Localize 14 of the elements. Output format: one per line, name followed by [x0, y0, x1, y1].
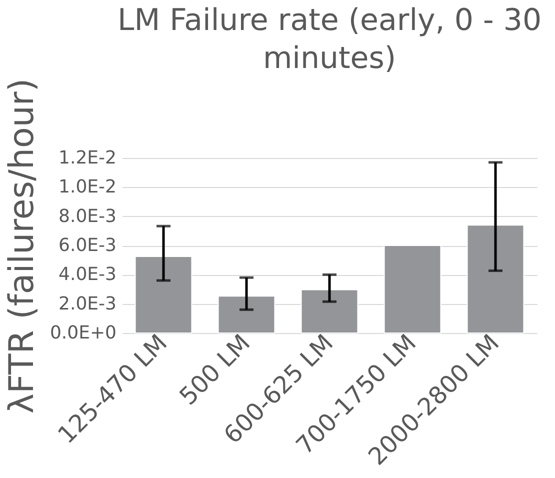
y-axis-title: λFTR (failures/hour): [2, 78, 42, 414]
y-tick-label: 2.0E-3: [58, 293, 116, 314]
bar: [466, 224, 524, 334]
y-tick-label: 8.0E-3: [58, 206, 116, 227]
bar: [300, 289, 358, 334]
chart-title: LM Failure rate (early, 0 - 30 minutes): [117, 2, 542, 76]
y-tick-label: 0.0E+0: [50, 322, 116, 344]
y-tick-label: 1.2E-2: [58, 148, 116, 168]
y-tick-label: 6.0E-3: [58, 235, 116, 256]
bar: [384, 245, 442, 334]
y-tick-label: 1.0E-2: [58, 176, 116, 198]
bar: [134, 256, 192, 334]
y-tick-label: 4.0E-3: [58, 264, 116, 286]
bar: [218, 296, 276, 334]
